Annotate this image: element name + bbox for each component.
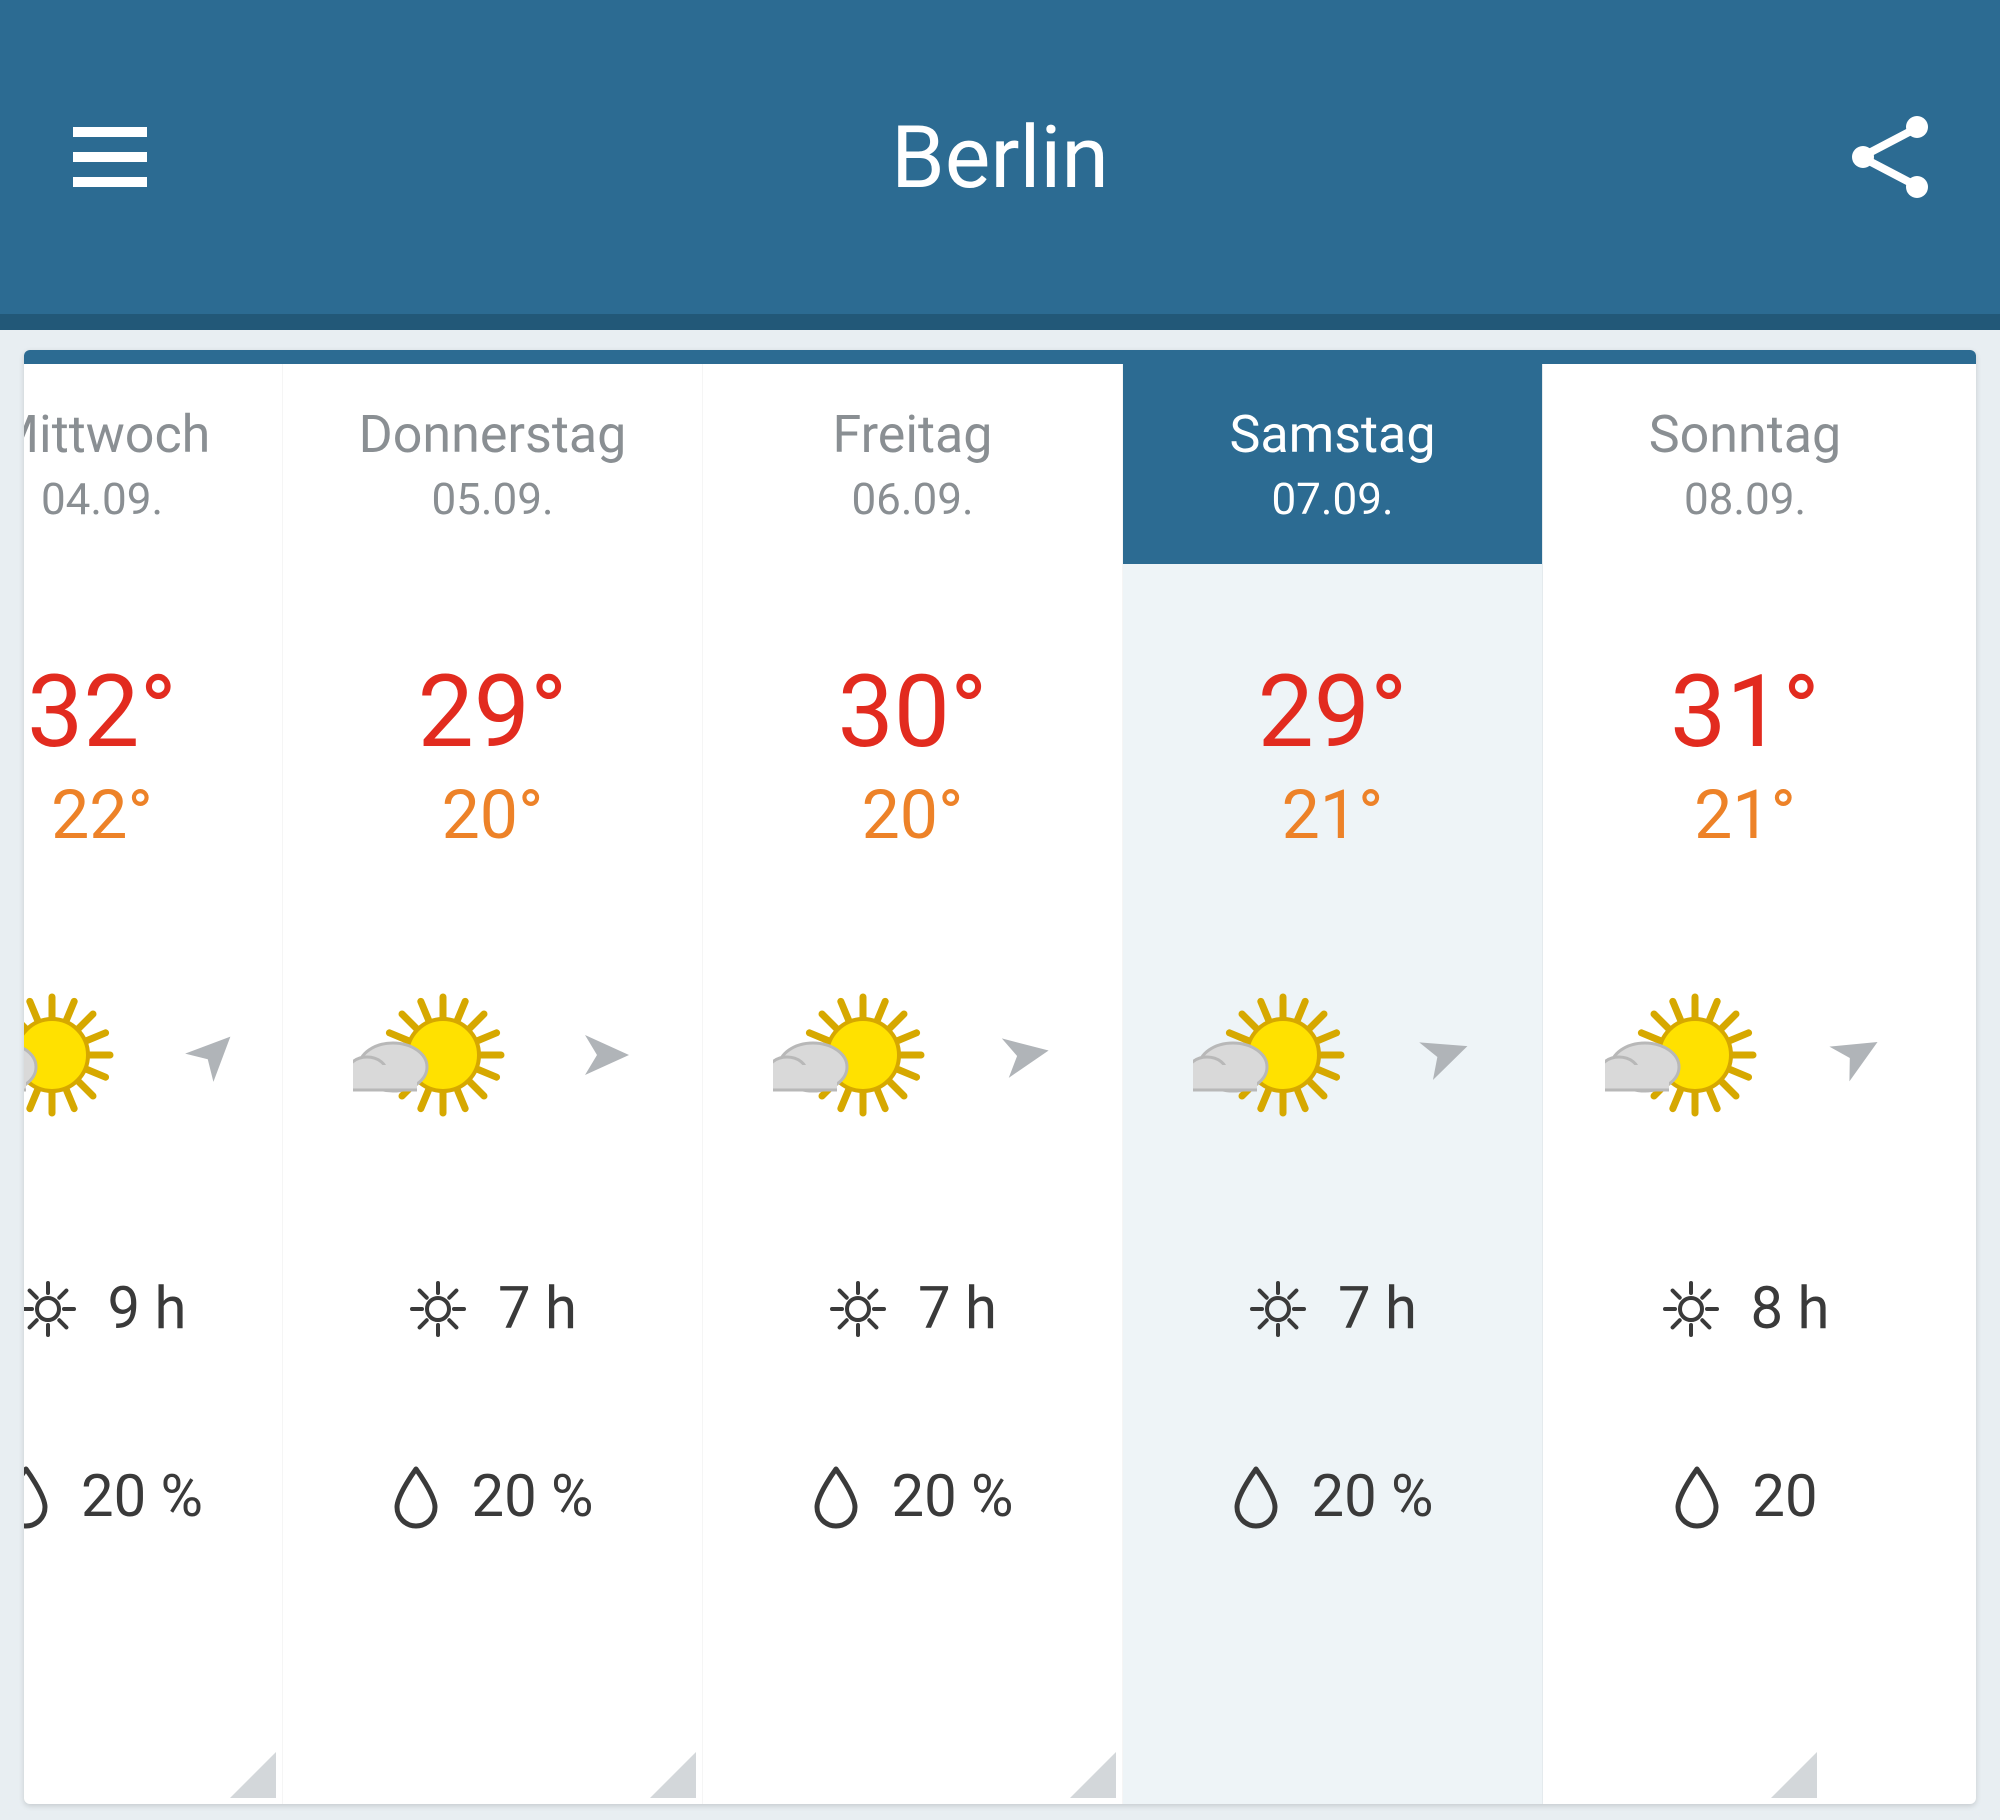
expand-corner-icon[interactable]: [230, 1752, 276, 1798]
temperature-block: 29° 20°: [283, 654, 702, 855]
day-header[interactable]: Mittwoch 04.09.: [24, 364, 242, 564]
precipitation-value: 20 %: [81, 1463, 203, 1531]
sun-hours-icon: [1661, 1279, 1721, 1339]
forecast-day-column[interactable]: Sonntag 08.09. 31° 21° 8 h: [1543, 364, 1823, 1804]
condition-row: [1123, 985, 1542, 1125]
wind-direction-icon: [573, 1025, 633, 1085]
precipitation-value: 20 %: [891, 1463, 1013, 1531]
partly-sunny-icon: [1605, 985, 1805, 1125]
wind-direction-icon: [1413, 1025, 1473, 1085]
day-date: 07.09.: [1271, 473, 1393, 525]
raindrop-icon: [1672, 1465, 1722, 1529]
temperature-block: 30° 20°: [703, 654, 1122, 855]
sun-hours-value: 7 h: [918, 1275, 997, 1343]
temp-high: 31°: [1670, 654, 1820, 771]
raindrop-icon: [1231, 1465, 1281, 1529]
sun-hours-value: 8 h: [1751, 1275, 1830, 1343]
temp-high: 29°: [1258, 654, 1408, 771]
condition-row: [1605, 985, 1885, 1125]
sun-hours-row: 7 h: [283, 1275, 702, 1343]
sun-hours-value: 7 h: [498, 1275, 577, 1343]
temp-low: 20°: [442, 775, 544, 855]
day-name: Donnerstag: [359, 404, 627, 465]
share-button[interactable]: [1850, 117, 1930, 197]
temp-low: 21°: [1694, 775, 1796, 855]
precipitation-row: 20 %: [24, 1463, 242, 1531]
location-title: Berlin: [150, 107, 1850, 208]
expand-corner-icon[interactable]: [650, 1752, 696, 1798]
forecast-days-row[interactable]: Mittwoch 04.09. 32° 22° 9 h: [24, 364, 1976, 1804]
day-date: 06.09.: [851, 473, 973, 525]
day-header[interactable]: Sonntag 08.09.: [1605, 364, 1885, 564]
menu-button[interactable]: [70, 117, 150, 197]
sun-hours-row: 7 h: [703, 1275, 1122, 1343]
day-header[interactable]: Samstag 07.09.: [1123, 364, 1542, 564]
wind-direction-icon: [182, 1025, 242, 1085]
sun-hours-value: 7 h: [1338, 1275, 1417, 1343]
sun-hours-icon: [1248, 1279, 1308, 1339]
forecast-card: Mittwoch 04.09. 32° 22° 9 h: [24, 350, 1976, 1804]
sun-hours-value: 9 h: [108, 1275, 187, 1343]
share-icon: [1851, 115, 1929, 199]
sun-hours-row: 9 h: [24, 1275, 242, 1343]
forecast-day-column[interactable]: Freitag 06.09. 30° 20° 7 h: [703, 364, 1123, 1804]
wind-direction-icon: [993, 1025, 1053, 1085]
forecast-day-column[interactable]: Samstag 07.09. 29° 21° 7 h: [1123, 364, 1543, 1804]
sun-hours-icon: [828, 1279, 888, 1339]
day-name: Samstag: [1229, 404, 1435, 465]
condition-row: [24, 985, 242, 1125]
day-header[interactable]: Donnerstag 05.09.: [283, 364, 702, 564]
day-date: 04.09.: [41, 473, 163, 525]
day-header[interactable]: Freitag 06.09.: [703, 364, 1122, 564]
partly-sunny-icon: [24, 985, 162, 1125]
temp-low: 22°: [51, 775, 153, 855]
temp-low: 20°: [862, 775, 964, 855]
expand-corner-icon[interactable]: [1070, 1752, 1116, 1798]
app-bar: Berlin: [0, 0, 2000, 330]
precipitation-value: 20: [1752, 1463, 1817, 1531]
forecast-day-column[interactable]: Mittwoch 04.09. 32° 22° 9 h: [24, 364, 283, 1804]
content-gap: [0, 330, 2000, 350]
temp-high: 29°: [418, 654, 568, 771]
precipitation-row: 20 %: [1123, 1463, 1542, 1531]
sun-hours-icon: [408, 1279, 468, 1339]
temp-high: 32°: [27, 654, 177, 771]
sun-hours-icon: [24, 1279, 78, 1339]
day-name: Freitag: [833, 404, 993, 465]
temp-high: 30°: [838, 654, 988, 771]
expand-corner-icon[interactable]: [1771, 1752, 1817, 1798]
menu-icon: [73, 127, 147, 187]
raindrop-icon: [811, 1465, 861, 1529]
precipitation-row: 20 %: [703, 1463, 1122, 1531]
card-accent-bar: [24, 350, 1976, 364]
precipitation-value: 20 %: [1311, 1463, 1433, 1531]
precipitation-row: 20: [1605, 1463, 1885, 1531]
temperature-block: 32° 22°: [24, 654, 242, 855]
sun-hours-row: 7 h: [1123, 1275, 1542, 1343]
forecast-day-column[interactable]: Donnerstag 05.09. 29° 20° 7 h: [283, 364, 703, 1804]
temp-low: 21°: [1282, 775, 1384, 855]
partly-sunny-icon: [773, 985, 973, 1125]
day-name: Mittwoch: [24, 404, 210, 465]
raindrop-icon: [24, 1465, 51, 1529]
temperature-block: 29° 21°: [1123, 654, 1542, 855]
day-date: 08.09.: [1684, 473, 1806, 525]
partly-sunny-icon: [1193, 985, 1393, 1125]
precipitation-row: 20 %: [283, 1463, 702, 1531]
wind-direction-icon: [1825, 1025, 1885, 1085]
day-name: Sonntag: [1649, 404, 1841, 465]
condition-row: [703, 985, 1122, 1125]
temperature-block: 31° 21°: [1605, 654, 1885, 855]
raindrop-icon: [391, 1465, 441, 1529]
condition-row: [283, 985, 702, 1125]
day-date: 05.09.: [431, 473, 553, 525]
partly-sunny-icon: [353, 985, 553, 1125]
sun-hours-row: 8 h: [1605, 1275, 1885, 1343]
precipitation-value: 20 %: [471, 1463, 593, 1531]
